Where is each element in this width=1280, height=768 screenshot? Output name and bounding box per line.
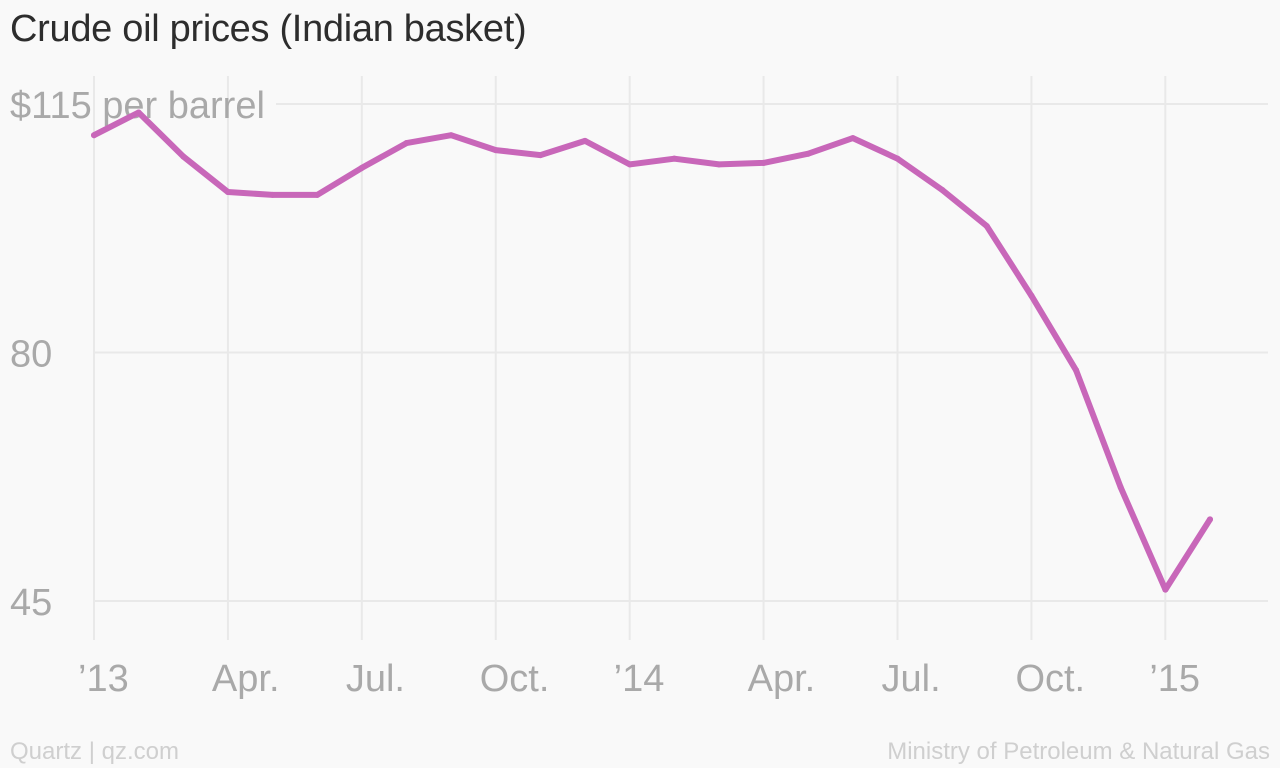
data-point [715,161,722,168]
y-tick-label: 45 [10,582,52,624]
data-point [135,109,142,116]
x-tick-label: Apr. [748,658,816,700]
x-tick-label: Jul. [346,658,405,700]
data-point [894,155,901,162]
data-point [492,147,499,154]
data-point [448,132,455,139]
data-point [849,135,856,142]
footer-source: Ministry of Petroleum & Natural Gas [887,738,1270,765]
data-point [1207,516,1213,523]
data-point [269,191,276,198]
x-tick-label: Oct. [480,658,550,700]
data-point [805,150,812,157]
data-point [1028,292,1035,299]
chart-title: Crude oil prices (Indian basket) [10,8,527,50]
data-point [358,164,365,171]
x-tick-label: ’14 [614,658,665,700]
data-point [403,140,410,147]
data-point [1073,367,1080,374]
data-point [671,155,678,162]
data-point [939,186,946,193]
data-point [180,153,187,160]
data-point [1117,484,1124,491]
data-point [626,161,633,168]
data-point [983,223,990,230]
data-point [314,191,321,198]
footer-credit[interactable]: Quartz | qz.com [10,738,179,765]
data-point [760,159,767,166]
data-point [1162,586,1169,593]
series-line [91,109,1213,593]
data-point [91,132,97,139]
x-tick-labels: ’13 Apr. Jul. Oct. ’14 Apr. Jul. Oct. ’15 [78,658,1200,700]
x-tick-label: Apr. [212,658,280,700]
series-group [91,109,1213,593]
x-gridlines [93,76,1167,640]
y-axis-label: $115 per barrel [10,85,265,127]
x-tick-label: Jul. [882,658,941,700]
x-tick-label: ’13 [78,658,129,700]
y-gridlines [94,103,1268,602]
x-tick-label: Oct. [1015,658,1085,700]
data-point [224,189,231,196]
x-tick-label: ’15 [1149,658,1200,700]
data-point [537,152,544,159]
y-tick-label: 80 [10,334,52,376]
y-tick-labels: $115 per barrel 80 45 [10,85,265,624]
data-point [582,137,589,144]
